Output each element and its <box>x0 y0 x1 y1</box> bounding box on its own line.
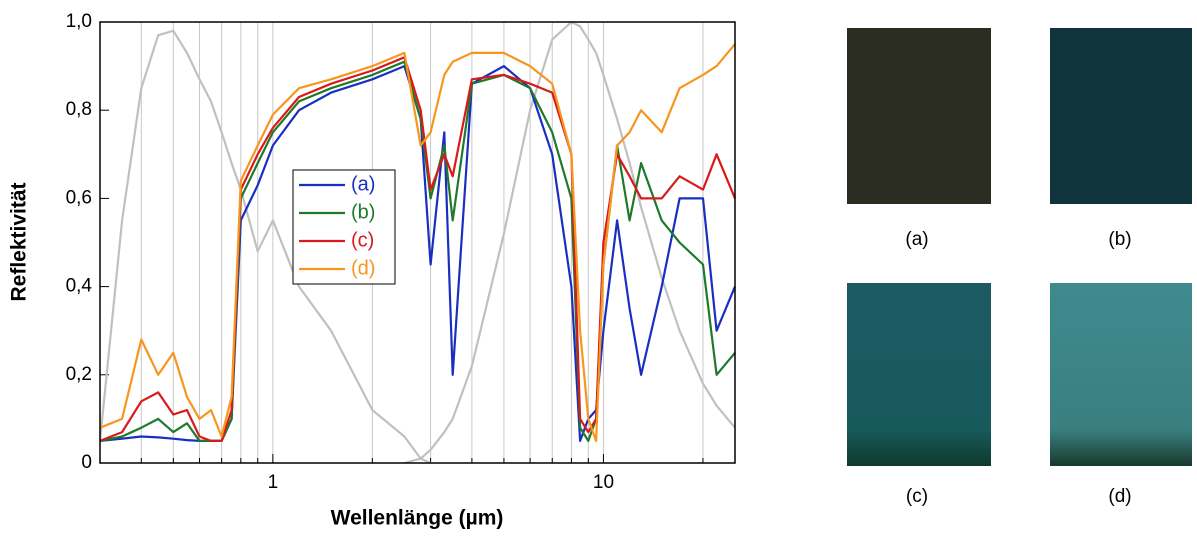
x-tick-label: 1 <box>268 472 279 493</box>
y-axis-label: Reflektivität <box>8 182 31 301</box>
photo-label: (c) <box>906 486 928 507</box>
legend-label: (b) <box>351 201 375 223</box>
series-line <box>404 20 736 465</box>
y-tick-label: 0,6 <box>66 187 92 208</box>
photo-label: (b) <box>1108 229 1131 250</box>
plot-frame <box>99 21 736 464</box>
series-line <box>98 29 432 465</box>
legend-label: (a) <box>351 173 375 195</box>
y-tick-label: 1,0 <box>66 11 92 32</box>
photo <box>1050 283 1192 466</box>
legend-box <box>292 169 396 285</box>
legend-label: (c) <box>351 229 374 251</box>
y-tick-label: 0,2 <box>66 364 92 385</box>
plot: 1 10 0 0,2 0,4 0,6 0,8 1,0 (a) (b) (c) (d) <box>66 11 737 493</box>
x-tick-label: 10 <box>593 472 614 493</box>
series-line <box>99 56 737 442</box>
series-line <box>99 60 736 442</box>
photo <box>847 28 991 204</box>
photo-label: (d) <box>1108 486 1131 507</box>
photo <box>847 283 991 466</box>
y-tick-label: 0 <box>81 452 92 473</box>
y-tick-label: 0,4 <box>66 276 93 297</box>
legend-label: (d) <box>351 257 375 279</box>
photo <box>1050 28 1192 204</box>
y-tick-label: 0,8 <box>66 99 92 120</box>
x-axis-label: Wellenlänge (µm) <box>331 507 504 530</box>
series-line <box>99 43 736 442</box>
photos: (a) (b) (c) (d) <box>847 28 1192 507</box>
photo-label: (a) <box>905 229 928 250</box>
